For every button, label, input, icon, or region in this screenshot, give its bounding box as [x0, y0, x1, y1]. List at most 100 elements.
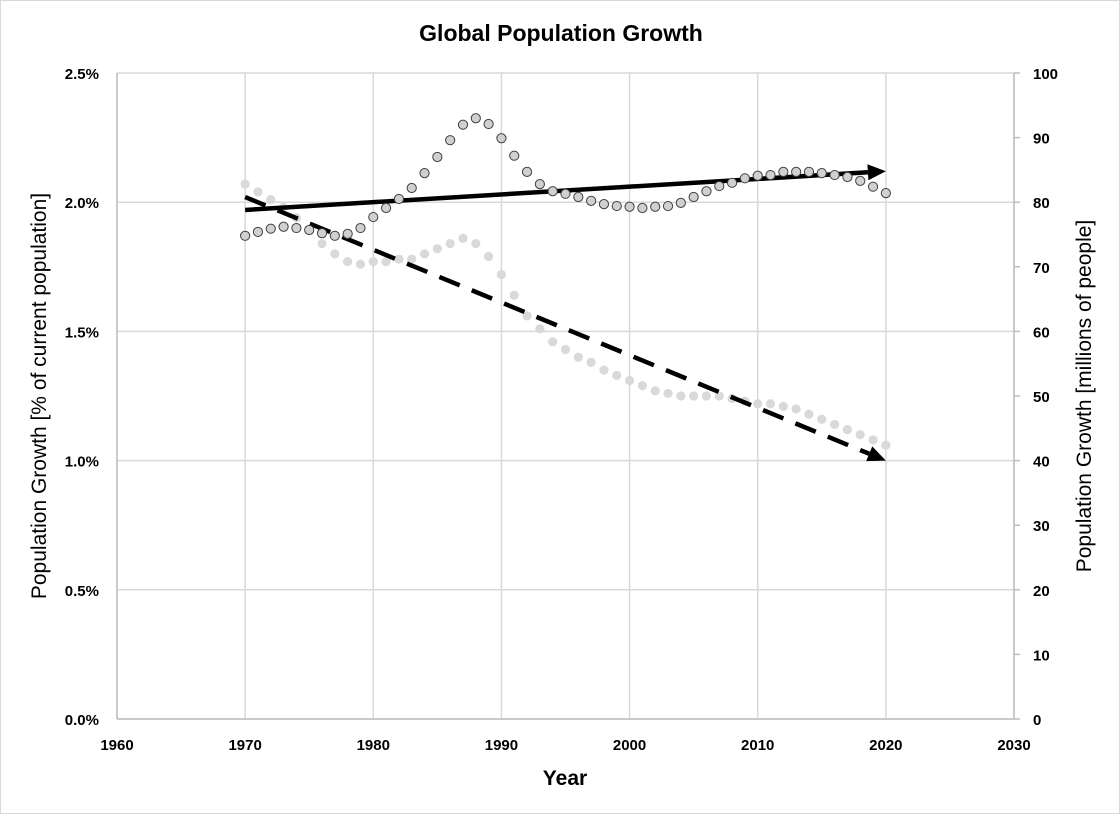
- millions-point: [778, 166, 789, 177]
- y-tick-label: 2.5%: [65, 66, 99, 83]
- millions-point: [291, 222, 302, 234]
- percent-point: [317, 238, 327, 249]
- y2-tick-label: 0: [1033, 712, 1041, 729]
- x-tick-label: 1980: [357, 737, 390, 754]
- percent-point: [689, 391, 699, 401]
- millions-point: [368, 211, 379, 223]
- percent-point: [586, 357, 596, 368]
- x-tick-label: 1960: [100, 737, 133, 754]
- millions-point: [278, 221, 289, 232]
- millions-point: [598, 199, 610, 210]
- percent-point: [394, 254, 404, 264]
- x-tick-labels: 1960 1970 1980 1990 2000 2010 2020 2030: [100, 737, 1030, 754]
- y-tick-label: 1.5%: [65, 324, 99, 341]
- percent-point: [355, 259, 366, 269]
- millions-point: [637, 202, 648, 214]
- trend-arrows: [244, 164, 886, 462]
- x-tick-label: 1970: [228, 737, 261, 754]
- y2-tick-label: 40: [1033, 454, 1050, 471]
- percent-point: [535, 324, 545, 334]
- millions-point: [662, 200, 674, 212]
- percent-point: [855, 430, 865, 440]
- millions-point: [381, 202, 392, 214]
- millions-point: [406, 182, 417, 194]
- millions-point: [739, 173, 751, 184]
- series-millions: [240, 113, 891, 241]
- y-tick-labels: 0.0% 0.5% 1.0% 1.5% 2.0% 2.5%: [65, 66, 99, 729]
- percent-point: [663, 388, 673, 399]
- millions-point: [252, 226, 264, 238]
- millions-point: [586, 195, 597, 207]
- percent-point: [432, 244, 442, 254]
- millions-point: [688, 191, 699, 203]
- percent-point: [560, 344, 571, 355]
- millions-point: [329, 230, 340, 241]
- y2-tick-label: 10: [1033, 647, 1050, 664]
- percent-point: [419, 249, 430, 259]
- millions-point: [611, 200, 622, 212]
- millions-point: [547, 186, 558, 197]
- series-percent: [240, 179, 891, 450]
- percent-point: [714, 391, 724, 401]
- percent-point: [804, 409, 814, 419]
- percent-point: [637, 381, 647, 391]
- percent-point: [701, 391, 712, 401]
- millions-point: [726, 177, 738, 188]
- percent-point: [407, 254, 417, 264]
- millions-point: [304, 224, 315, 236]
- y2-tick-label: 60: [1033, 324, 1050, 341]
- percent-point: [765, 399, 776, 409]
- x-tick-label: 2010: [741, 737, 774, 754]
- percent-point: [830, 419, 840, 430]
- millions-point: [483, 118, 494, 130]
- millions-point: [496, 133, 507, 144]
- millions-point: [316, 228, 328, 239]
- y2-tick-label: 20: [1033, 583, 1050, 600]
- percent-point: [817, 414, 827, 424]
- y-axis-title: Population Growth [% of current populati…: [28, 193, 51, 599]
- y2-tick-label: 80: [1033, 195, 1050, 212]
- percent-point: [496, 269, 507, 280]
- millions-point: [803, 166, 815, 177]
- percent-point: [753, 399, 763, 409]
- millions-point: [816, 168, 827, 179]
- percent-point: [381, 257, 391, 267]
- percent-point: [624, 375, 635, 386]
- millions-point: [445, 135, 456, 146]
- millions-point: [419, 168, 430, 179]
- percent-point: [368, 257, 378, 267]
- millions-point: [432, 151, 443, 163]
- percent-point: [471, 238, 481, 249]
- percent-point: [778, 401, 788, 411]
- percent-point: [343, 257, 353, 267]
- millions-point: [714, 180, 725, 192]
- millions-point: [791, 166, 802, 177]
- x-axis-title: Year: [543, 767, 587, 790]
- percent-point: [266, 195, 276, 205]
- percent-point: [842, 424, 853, 435]
- percent-point: [599, 365, 609, 375]
- millions-point: [355, 222, 366, 234]
- x-tick-label: 1990: [485, 737, 518, 754]
- y2-tick-label: 30: [1033, 518, 1050, 535]
- percent-point: [253, 187, 263, 197]
- percent-point: [445, 238, 455, 249]
- millions-point: [829, 169, 840, 181]
- percent-point: [240, 179, 250, 189]
- y2-axis-title: Population Growth [millions of people]: [1073, 220, 1096, 573]
- millions-point: [470, 113, 481, 124]
- percent-point: [330, 249, 340, 259]
- percent-point: [612, 370, 622, 380]
- millions-point: [855, 175, 866, 186]
- percent-point: [676, 391, 686, 401]
- percent-point: [881, 440, 891, 450]
- percent-point: [548, 337, 558, 347]
- percent-point: [868, 435, 878, 445]
- millions-point: [624, 201, 635, 212]
- millions-point: [534, 179, 545, 190]
- y2-tick-label: 50: [1033, 389, 1050, 406]
- millions-point: [509, 150, 520, 161]
- y2-tick-labels: 0 10 20 30 40 50 60 70 80 90 100: [1014, 66, 1058, 729]
- millions-point: [867, 181, 879, 192]
- millions-point: [560, 188, 571, 199]
